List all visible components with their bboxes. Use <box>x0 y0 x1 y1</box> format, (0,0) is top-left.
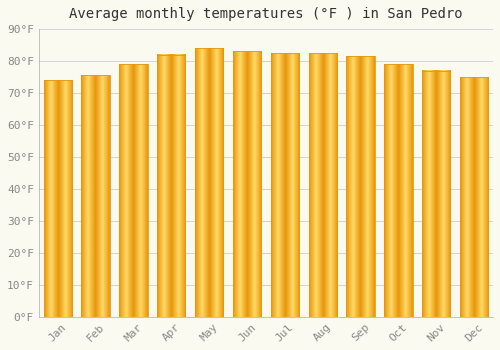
Bar <box>82 75 110 317</box>
Bar <box>384 64 412 317</box>
Title: Average monthly temperatures (°F ) in San Pedro: Average monthly temperatures (°F ) in Sa… <box>69 7 462 21</box>
Bar <box>270 53 299 317</box>
Bar <box>119 64 148 317</box>
Bar <box>44 80 72 317</box>
Bar <box>308 53 337 317</box>
Bar <box>157 55 186 317</box>
Bar <box>233 51 261 317</box>
Bar <box>460 77 488 317</box>
Bar <box>195 48 224 317</box>
Bar <box>422 71 450 317</box>
Bar <box>346 56 375 317</box>
